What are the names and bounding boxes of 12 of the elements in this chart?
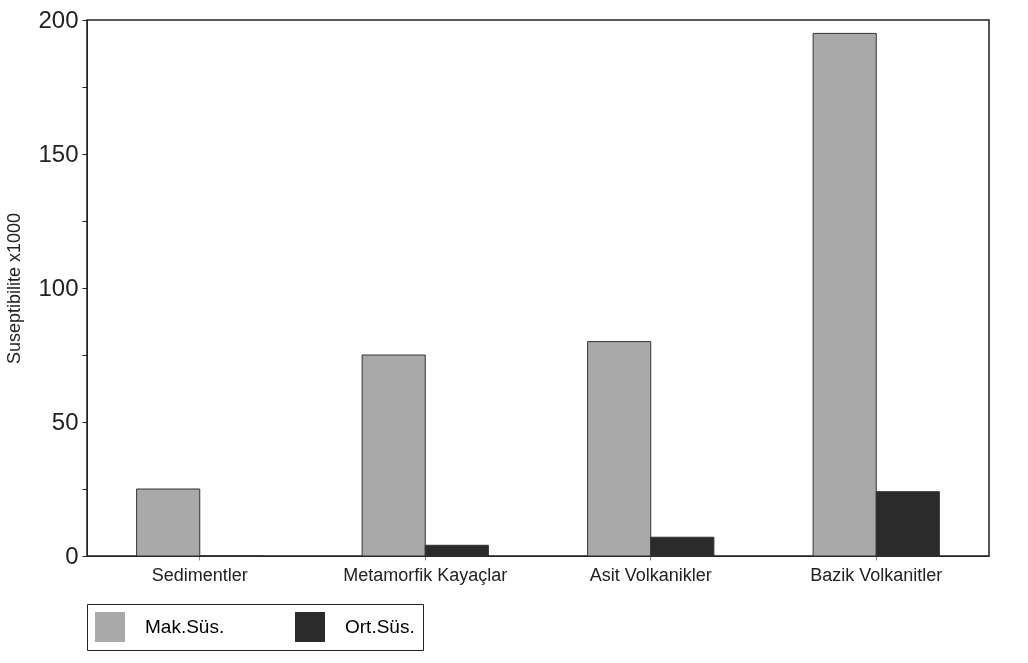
x-tick-label: Asit Volkanikler: [589, 564, 712, 585]
y-tick-label: 150: [38, 139, 79, 167]
x-tick-label: Bazik Volkanitler: [810, 564, 943, 585]
legend-label: Mak.Süs.: [145, 616, 225, 637]
legend-label: Ort.Süs.: [345, 616, 415, 637]
x-tick-label: Metamorfik Kayaçlar: [343, 564, 508, 585]
y-axis-title: Suseptibilite x1000: [4, 212, 25, 365]
y-tick-label: 200: [38, 5, 79, 33]
y-tick-label: 0: [65, 541, 79, 569]
x-tick-label: Sedimentler: [151, 564, 248, 585]
y-tick-label: 50: [51, 407, 79, 435]
y-tick-label: 100: [38, 273, 79, 301]
